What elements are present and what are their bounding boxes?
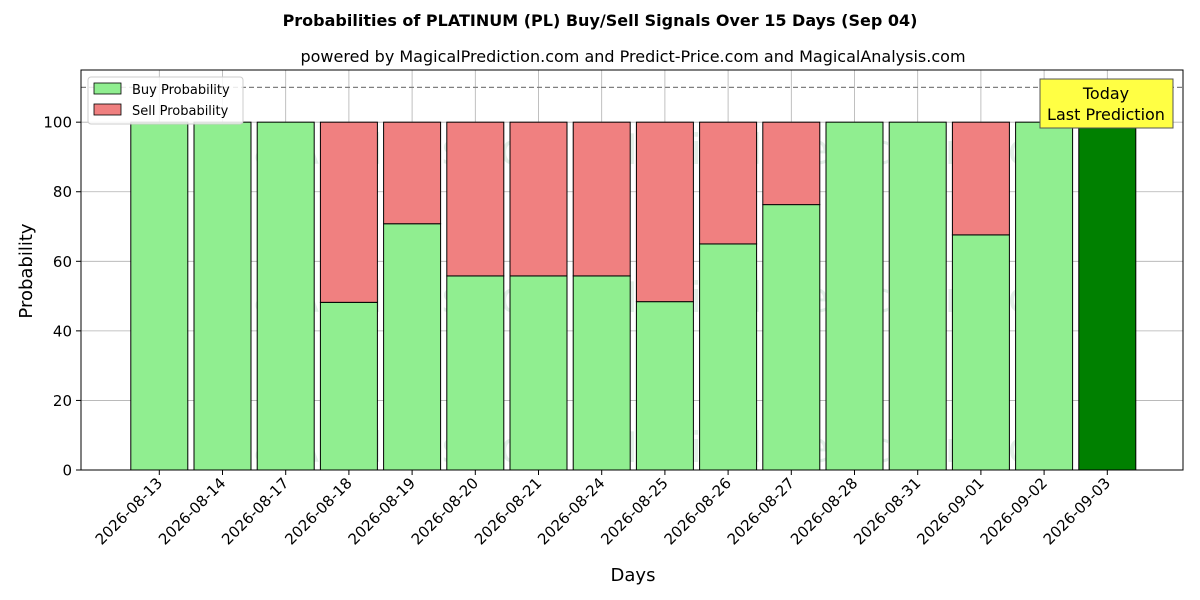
annotation-box (1039, 78, 1174, 129)
bar-sell (319, 121, 378, 303)
bar-buy (888, 121, 947, 471)
y-tick-label: 60 (53, 253, 72, 271)
y-tick-label: 0 (62, 462, 72, 480)
bar-buy (193, 121, 252, 471)
bar-buy (635, 301, 694, 471)
x-tick-label: 2026-08-19 (345, 474, 419, 548)
x-tick-label: 2026-08-25 (597, 474, 671, 548)
legend: Buy Probability Sell Probability (87, 76, 244, 125)
bar-sell (762, 121, 821, 206)
y-tick-label: 80 (53, 183, 72, 201)
bar-sell (572, 121, 631, 277)
x-axis-ticks: 2026-08-132026-08-142026-08-172026-08-18… (92, 470, 1114, 548)
x-tick-label: 2026-09-03 (1040, 474, 1114, 548)
x-tick-label: 2026-08-14 (155, 474, 229, 548)
bar-buy (383, 223, 442, 471)
x-tick-label: 2026-08-21 (471, 474, 545, 548)
x-tick-label: 2026-08-26 (661, 474, 735, 548)
y-tick-label: 40 (53, 322, 72, 340)
bar-buy (1015, 121, 1074, 471)
legend-swatch-buy (93, 82, 122, 95)
legend-box (87, 76, 244, 125)
bar-buy (319, 301, 378, 471)
x-tick-label: 2026-08-13 (92, 474, 166, 548)
x-tick-label: 2026-08-27 (724, 474, 798, 548)
bar-sell (446, 121, 505, 277)
bar-sell (951, 121, 1010, 236)
x-tick-label: 2026-08-20 (408, 474, 482, 548)
bar-buy (130, 121, 189, 471)
annotation-line-2: Last Prediction (1047, 105, 1165, 124)
bar-buy (1078, 121, 1137, 471)
y-tick-label: 100 (43, 114, 72, 132)
bar-buy (951, 234, 1010, 471)
x-axis-label: Days (611, 565, 656, 586)
y-axis-ticks: 0 20 40 60 80 100 (43, 114, 81, 480)
y-tick-label: 20 (53, 392, 72, 410)
bars (130, 121, 1137, 471)
x-tick-label: 2026-08-18 (281, 474, 355, 548)
x-tick-label: 2026-08-17 (218, 474, 292, 548)
legend-swatch-sell (93, 103, 122, 116)
legend-label-buy: Buy Probability (132, 83, 230, 98)
bar-sell (383, 121, 442, 225)
bar-sell (699, 121, 758, 245)
bar-buy (256, 121, 315, 471)
chart-title: Probabilities of PLATINUM (PL) Buy/Sell … (283, 11, 918, 30)
legend-label-sell: Sell Probability (132, 104, 229, 119)
x-tick-label: 2026-08-28 (787, 474, 861, 548)
bar-buy (699, 243, 758, 471)
annotation-line-1: Today (1082, 84, 1129, 103)
bar-sell (635, 121, 694, 303)
plot-frame (80, 69, 1184, 471)
x-tick-label: 2026-09-01 (913, 474, 987, 548)
bar-sell (509, 121, 568, 277)
x-tick-label: 2026-08-31 (850, 474, 924, 548)
chart-subtitle: powered by MagicalPrediction.com and Pre… (300, 47, 965, 66)
y-axis-label: Probability (16, 223, 37, 318)
bar-buy (572, 275, 631, 471)
x-tick-label: 2026-08-24 (534, 474, 608, 548)
bar-buy (509, 275, 568, 471)
bar-buy (446, 275, 505, 471)
x-tick-label: 2026-09-02 (977, 474, 1051, 548)
bar-buy (825, 121, 884, 471)
bar-buy (762, 204, 821, 471)
today-annotation: Today Last Prediction (1039, 78, 1174, 129)
